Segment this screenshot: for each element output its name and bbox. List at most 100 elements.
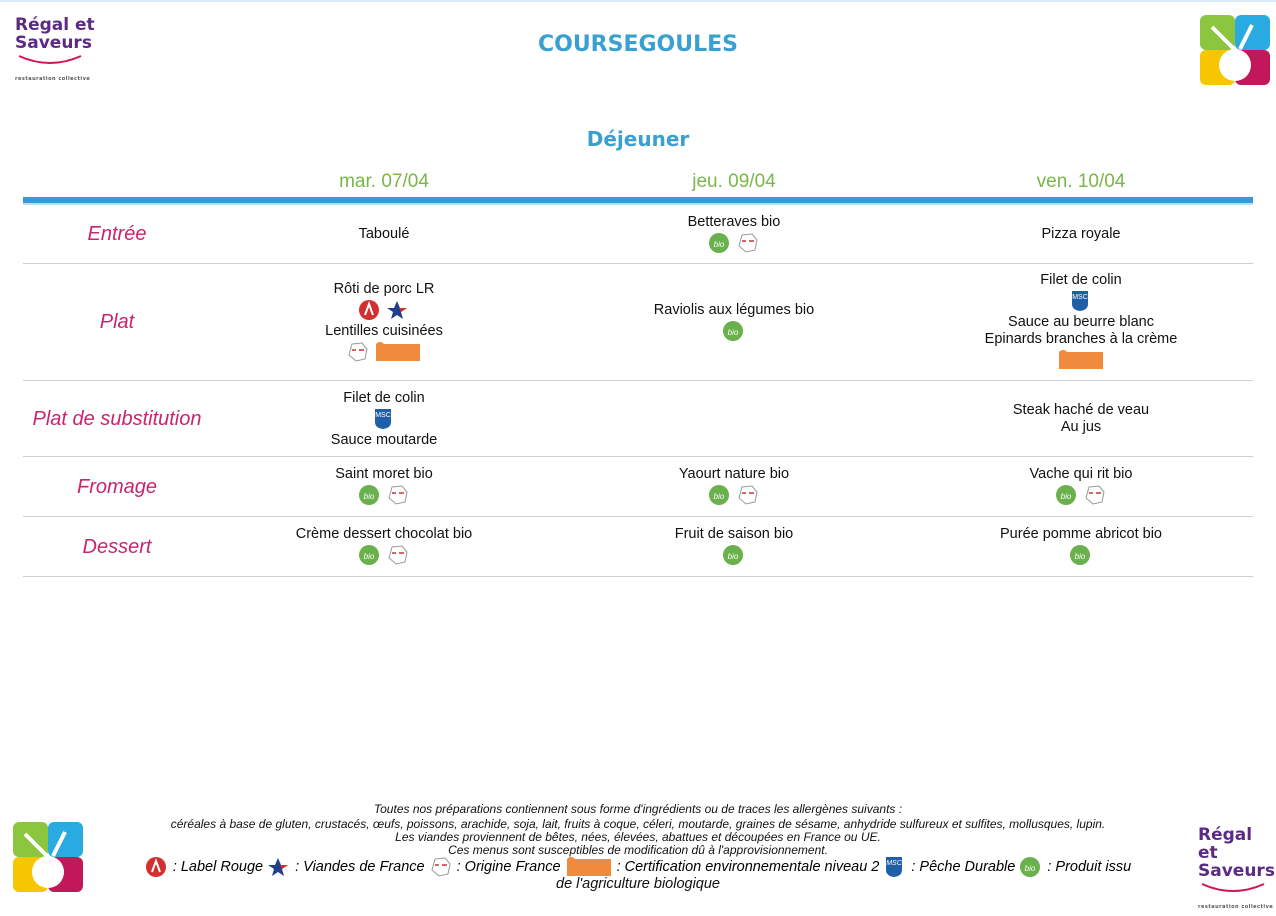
icon-cert (1059, 350, 1103, 369)
logo-square (1200, 15, 1270, 85)
logo-smile (1201, 883, 1265, 892)
course-label: Entrée (87, 223, 147, 245)
bio-text: bio (364, 492, 375, 501)
menu-cell: Betteraves bio bio (564, 205, 904, 264)
top-border (0, 0, 1276, 2)
cert-box (376, 343, 420, 361)
dish: Saint moret bio (335, 466, 433, 482)
dish: Yaourt nature bio (678, 466, 790, 482)
icon-bio: bio (709, 485, 729, 505)
icon-lr (359, 299, 379, 320)
dish-icons: bio (358, 484, 410, 506)
icon-bio: bio (359, 485, 379, 505)
footer-line: Toutes nos préparations contiennent sous… (373, 802, 903, 816)
dish-icons: bio (722, 320, 746, 342)
dish: Betteraves bio (687, 213, 781, 230)
dish: Fruit de saison bio (674, 526, 794, 542)
france-shape (738, 232, 758, 253)
row-line (23, 263, 1253, 264)
bio-circle (723, 320, 743, 341)
icon-bio: bio (723, 545, 743, 565)
viandes-stripe (399, 307, 407, 312)
dish: Taboulé (358, 226, 410, 242)
menu-cell: Steak haché de veau Au jus (911, 381, 1251, 457)
icon-bio: bio (1056, 485, 1076, 505)
legend-tail: de l'agriculture biologique (556, 876, 720, 892)
bio-circle (1070, 545, 1090, 565)
logo-tagline: restauration collective (15, 76, 91, 82)
course-label: Plat (99, 311, 135, 333)
dish-icons: MSC (1069, 290, 1093, 312)
footer-line: Les viandes proviennent de bêtes, nées, … (395, 830, 881, 844)
dish-icons: bio (358, 544, 410, 566)
france-shape (348, 341, 368, 362)
menu-cell: Crème dessert chocolat bio bio (214, 517, 554, 577)
menu-cell: Vache qui rit bio bio (911, 457, 1251, 517)
dish-icons (358, 299, 410, 321)
legend-text: : Label Rouge (172, 859, 264, 875)
bio-circle (359, 545, 379, 565)
logo-line: Saveurs (15, 33, 92, 53)
bio-circle (723, 545, 743, 565)
dish-icons: bio (722, 544, 746, 566)
icon-bio: bio (1020, 857, 1041, 877)
msc-text: MSC (1072, 294, 1088, 301)
cert-box (1059, 352, 1103, 369)
dish-icons: bio (1055, 484, 1107, 506)
dish: Sauce au beurre blanc (1008, 314, 1154, 330)
icon-msc: MSC (886, 857, 903, 877)
icon-orig (388, 545, 408, 565)
dish-icons: bio (708, 484, 760, 506)
row-line (23, 516, 1253, 517)
legend: : Label Rouge: Viandes de France: Origin… (0, 856, 1276, 878)
dish: Au jus (1060, 419, 1102, 435)
header-bar (23, 197, 1253, 205)
msc-shield (1072, 291, 1088, 311)
dish-icons: bio (1069, 544, 1093, 566)
icon-vf (268, 858, 289, 876)
bio-circle (1020, 857, 1041, 877)
menu-cell: Filet de colin MSC Sauce au beurre blanc Ep… (911, 264, 1251, 381)
label-rouge (145, 857, 166, 877)
icon-bio: bio (709, 232, 729, 253)
logo-text: Régal et Saveurs restauration collective (15, 16, 95, 88)
bio-text: bio (728, 328, 739, 337)
icon-orig (348, 341, 368, 362)
menu-cell: Purée pomme abricot bio bio (911, 517, 1251, 577)
dish: Steak haché de veau (1012, 402, 1150, 418)
menu-cell: Yaourt nature bio bio (564, 457, 904, 517)
menu-cell: Fruit de saison bio bio (564, 517, 904, 577)
france-shape (431, 857, 451, 877)
dish: Pizza royale (1041, 226, 1121, 242)
course-label: Plat de substitution (32, 407, 202, 430)
msc-text: MSC (375, 412, 391, 419)
icon-bio: bio (1070, 545, 1090, 565)
icon-lr (145, 857, 166, 877)
msc-shield (886, 857, 903, 877)
cert-box (566, 859, 611, 876)
course-label: Fromage (76, 475, 158, 498)
bio-circle (709, 232, 729, 253)
bio-circle (709, 485, 729, 505)
menu-cell: Filet de colin MSC Sauce moutarde (214, 381, 554, 457)
logo-smile (18, 55, 82, 64)
footer-line: Ces menus sont susceptibles de modificat… (448, 843, 828, 857)
dish: Vache qui rit bio (1029, 466, 1133, 482)
viandes-star (387, 300, 407, 319)
bio-circle (359, 485, 379, 505)
icon-msc: MSC (1072, 291, 1088, 311)
dish-icons (346, 341, 422, 363)
day-header: mar. 07/04 (339, 171, 429, 192)
bio-text: bio (728, 552, 739, 561)
dish: Rôti de porc LR (333, 280, 435, 297)
footer-line: céréales à base de gluten, crustacés, œu… (170, 817, 1106, 831)
menu-cell (564, 381, 904, 457)
icon-bio: bio (723, 320, 743, 341)
course-label: Dessert (82, 535, 152, 558)
bio-text: bio (714, 492, 725, 501)
legend-text: : Certification environnementale niveau … (616, 859, 880, 875)
logo-square (13, 822, 83, 892)
icon-orig (431, 857, 451, 877)
viandes-stripe (280, 865, 289, 869)
